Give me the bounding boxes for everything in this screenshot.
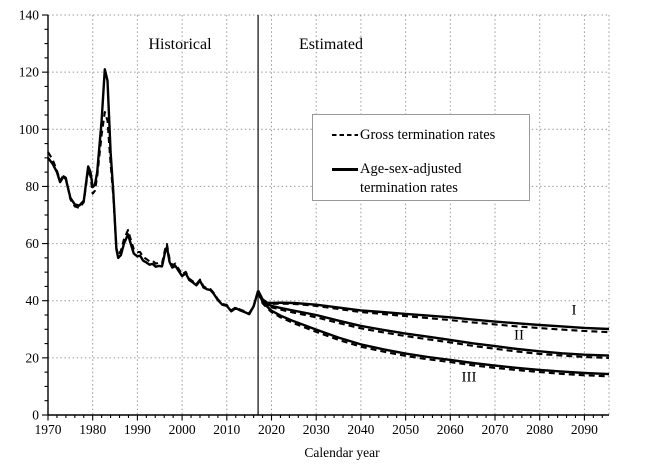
y-tick-label: 60: [26, 236, 40, 251]
series-line-2: [257, 290, 610, 331]
x-tick-label: 2030: [303, 422, 330, 437]
series-line-6: [256, 290, 610, 376]
y-tick-label: 20: [26, 350, 40, 365]
y-tick-label: 0: [32, 408, 39, 423]
x-tick-label: 2050: [392, 422, 419, 437]
legend-item-age-sex-adjusted: Age-sex-adjusted termination rates: [332, 160, 525, 198]
x-tick-label: 2020: [258, 422, 285, 437]
series-line-7: [257, 292, 610, 378]
x-axis-title: Calendar year: [304, 445, 380, 460]
y-tick-label: 140: [19, 8, 40, 23]
y-tick-label: 80: [26, 179, 40, 194]
x-tick-label: 2080: [526, 422, 553, 437]
curve-label-alternative-2: II: [514, 327, 524, 344]
legend: Gross termination rates Age-sex-adjusted…: [312, 114, 530, 201]
legend-label-gross: Gross termination rates: [360, 127, 496, 143]
x-tick-label: 1990: [124, 422, 151, 437]
dashed-line-sample-icon: [332, 134, 358, 137]
legend-label-age-sex-adjusted: Age-sex-adjusted termination rates: [360, 160, 462, 196]
solid-line-sample-icon: [332, 167, 358, 171]
curve-label-alternative-1: I: [571, 302, 577, 319]
x-tick-label: 2090: [571, 422, 598, 437]
series-line-5: [257, 292, 610, 359]
y-tick-label: 100: [19, 122, 40, 137]
x-tick-label: 2000: [169, 422, 196, 437]
x-tick-label: 1980: [79, 422, 106, 437]
series-line-1: [47, 111, 260, 315]
section-label-estimated: Estimated: [299, 36, 363, 53]
x-tick-label: 2040: [347, 422, 374, 437]
y-tick-label: 40: [26, 293, 40, 308]
section-label-historical: Historical: [148, 36, 212, 53]
y-tick-label: 120: [19, 65, 40, 80]
curve-label-alternative-3: III: [461, 369, 477, 386]
x-tick-label: 2010: [213, 422, 240, 437]
x-tick-label: 2070: [482, 422, 509, 437]
legend-item-gross: Gross termination rates: [332, 126, 525, 145]
series-line-4: [257, 290, 610, 357]
series-line-3: [257, 292, 610, 334]
x-tick-label: 1970: [35, 422, 62, 437]
x-tick-label: 2060: [437, 422, 464, 437]
